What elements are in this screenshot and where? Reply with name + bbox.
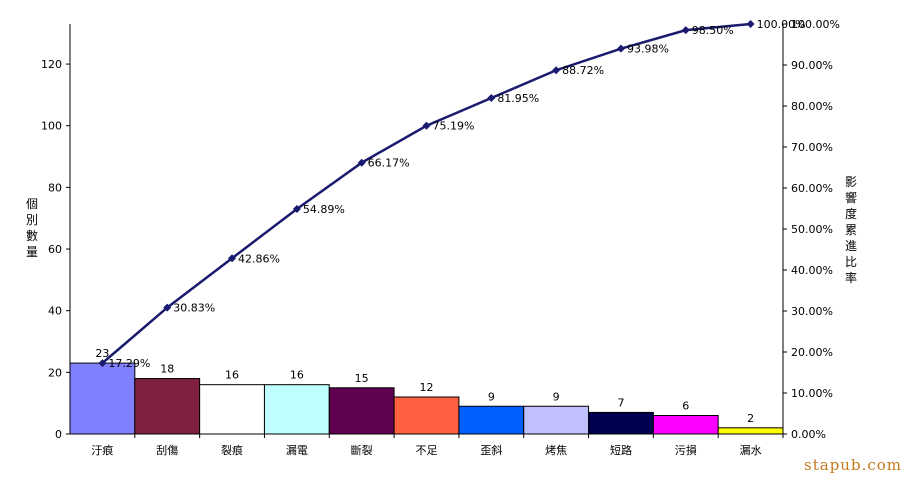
bar — [328, 387, 395, 435]
bar-value-label: 12 — [420, 381, 434, 394]
y-left-tick-label: 120 — [41, 58, 62, 71]
bar — [134, 378, 201, 435]
bar-value-label: 16 — [290, 369, 304, 382]
y-right-tick-label: 100.00% — [791, 18, 840, 31]
category-label: 斷裂 — [351, 444, 373, 457]
cumulative-point — [552, 66, 561, 75]
y-right-axis-title-char: 響 — [845, 190, 857, 205]
y-right-axis-title-char: 率 — [845, 270, 857, 285]
y-left-tick-label: 0 — [55, 428, 62, 441]
y-right-tick-label: 20.00% — [791, 346, 833, 359]
y-right-tick-label: 60.00% — [791, 182, 833, 195]
y-right-tick-label: 10.00% — [791, 387, 833, 400]
category-label: 裂痕 — [221, 443, 243, 457]
bar-value-label: 15 — [355, 372, 369, 385]
cumulative-label: 98.50% — [692, 24, 734, 37]
cumulative-label: 93.98% — [627, 43, 669, 56]
y-right-axis-title-char: 影 — [845, 175, 857, 189]
bar — [69, 362, 136, 435]
bar — [652, 415, 719, 435]
cumulative-label: 30.83% — [173, 302, 215, 315]
cumulative-label: 17.29% — [108, 357, 150, 370]
cumulative-label: 54.89% — [303, 203, 345, 216]
category-label: 污損 — [675, 443, 697, 457]
bar — [393, 396, 460, 435]
category-label: 短路 — [610, 443, 632, 457]
cumulative-point — [357, 158, 366, 167]
category-label: 汙痕 — [91, 443, 113, 457]
cumulative-point — [98, 359, 107, 368]
cumulative-label: 88.72% — [562, 64, 604, 77]
cumulative-point — [487, 94, 496, 103]
y-right-tick-label: 90.00% — [791, 59, 833, 72]
y-left-axis-title-char: 別 — [26, 213, 38, 227]
bar — [717, 427, 784, 435]
bar-value-label: 2 — [747, 412, 754, 425]
category-label: 漏電 — [286, 444, 308, 457]
y-left-axis-title-char: 量 — [26, 245, 38, 259]
cumulative-point — [746, 20, 755, 28]
cumulative-point — [681, 26, 690, 35]
cumulative-point — [292, 204, 301, 213]
y-right-tick-label: 40.00% — [791, 264, 833, 277]
bar-value-label: 7 — [617, 396, 624, 409]
watermark: stapub.com — [804, 456, 902, 474]
category-label: 刮傷 — [156, 443, 178, 457]
bar — [588, 411, 654, 435]
bar — [458, 405, 525, 435]
y-right-tick-label: 50.00% — [791, 223, 833, 236]
cumulative-point — [228, 254, 237, 263]
bar — [199, 384, 265, 435]
y-right-axis-title-char: 進 — [845, 239, 857, 253]
category-label: 不足 — [416, 444, 438, 457]
cumulative-label: 81.95% — [497, 92, 539, 105]
bar-value-label: 9 — [488, 390, 495, 403]
cumulative-label: 66.17% — [368, 157, 410, 170]
cumulative-label: 42.86% — [238, 252, 280, 265]
bar — [263, 384, 330, 435]
bar-value-label: 18 — [160, 363, 174, 376]
cumulative-label: 75.19% — [433, 120, 475, 133]
y-right-axis-title-char: 度 — [845, 206, 857, 221]
bar-value-label: 9 — [553, 390, 560, 403]
y-left-axis-title-char: 個 — [26, 197, 38, 211]
y-left-tick-label: 80 — [48, 181, 62, 194]
bar-value-label: 16 — [225, 369, 239, 382]
y-right-axis-title-char: 累 — [845, 223, 857, 237]
category-label: 漏水 — [740, 444, 762, 457]
bar — [523, 405, 590, 435]
y-right-tick-label: 30.00% — [791, 305, 833, 318]
category-label: 歪斜 — [480, 444, 502, 457]
cumulative-point — [163, 303, 172, 312]
y-left-tick-label: 100 — [41, 120, 62, 133]
y-right-tick-label: 70.00% — [791, 141, 833, 154]
y-left-tick-label: 40 — [48, 305, 62, 318]
category-label: 烤焦 — [545, 443, 567, 457]
y-right-tick-label: 80.00% — [791, 100, 833, 113]
plot-area: 0 20 40 60 80 100 120 0.00% 10.00% 20.00% 30.00% 40… — [26, 18, 857, 457]
bar-value-label: 23 — [95, 347, 109, 360]
cumulative-point — [616, 44, 625, 53]
cumulative-point — [422, 121, 431, 130]
y-left-tick-label: 60 — [48, 243, 62, 256]
y-left-tick-label: 20 — [48, 366, 62, 379]
cumulative-label: 100.00% — [757, 18, 806, 31]
y-left-axis-title-char: 數 — [26, 229, 38, 243]
y-right-axis-title-char: 比 — [845, 255, 857, 269]
bar-value-label: 6 — [682, 400, 689, 413]
y-right-tick-label: 0.00% — [791, 428, 826, 441]
